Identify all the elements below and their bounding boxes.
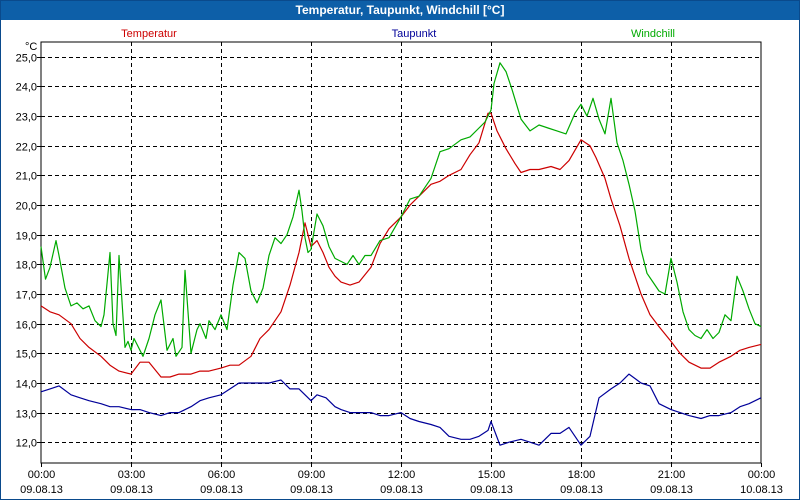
x-tick-time-label: 03:00 [118,469,146,481]
x-tick-time-label: 06:00 [208,469,236,481]
y-tick-label: 18,0 [16,260,37,272]
y-tick-label: 20,0 [16,201,37,213]
legend-temperatur: Temperatur [121,28,177,40]
x-tick-time-label: 18:00 [568,469,596,481]
y-tick-label: 13,0 [16,409,37,421]
y-tick-label: 12,0 [16,438,37,450]
x-tick-time-label: 00:00 [28,469,56,481]
y-tick-label: 24,0 [16,82,37,94]
x-tick-time-label: 09:00 [298,469,326,481]
x-tick-time-label: 12:00 [388,469,416,481]
x-tick-time-label: 15:00 [478,469,506,481]
y-tick-label: 22,0 [16,142,37,154]
x-tick-time-label: 21:00 [658,469,686,481]
y-tick-label: 25,0 [16,53,37,65]
y-tick-label: 19,0 [16,231,37,243]
x-tick-date-label: 10.08.13 [740,484,783,496]
x-tick-date-label: 09.08.13 [380,484,423,496]
x-tick-date-label: 09.08.13 [560,484,603,496]
series-line-windchill [40,62,762,357]
x-tick-date-label: 09.08.13 [20,484,63,496]
y-tick-label: 21,0 [16,171,37,183]
series-line-taupunkt [40,373,762,446]
y-tick-label: 15,0 [16,349,37,361]
x-tick-date-label: 09.08.13 [290,484,333,496]
y-tick-label: 17,0 [16,290,37,302]
x-tick-time-label: 00:00 [748,469,776,481]
y-tick-label: 14,0 [16,379,37,391]
x-tick-date-label: 09.08.13 [110,484,153,496]
window-title: Temperatur, Taupunkt, Windchill [°C] [1,1,799,20]
x-tick-date-label: 09.08.13 [470,484,513,496]
y-tick-label: 16,0 [16,320,37,332]
chart: 12,0 13,0 14,0 15,0 16,0 17,0 18,0 19,0 20,0 21,0… [16,28,783,496]
x-tick-date-label: 09.08.13 [200,484,243,496]
y-axis-unit-label: °C [25,41,37,53]
legend-taupunkt: Taupunkt [392,28,437,40]
x-tick-date-label: 09.08.13 [650,484,693,496]
y-tick-label: 23,0 [16,112,37,124]
legend-windchill: Windchill [631,28,675,40]
